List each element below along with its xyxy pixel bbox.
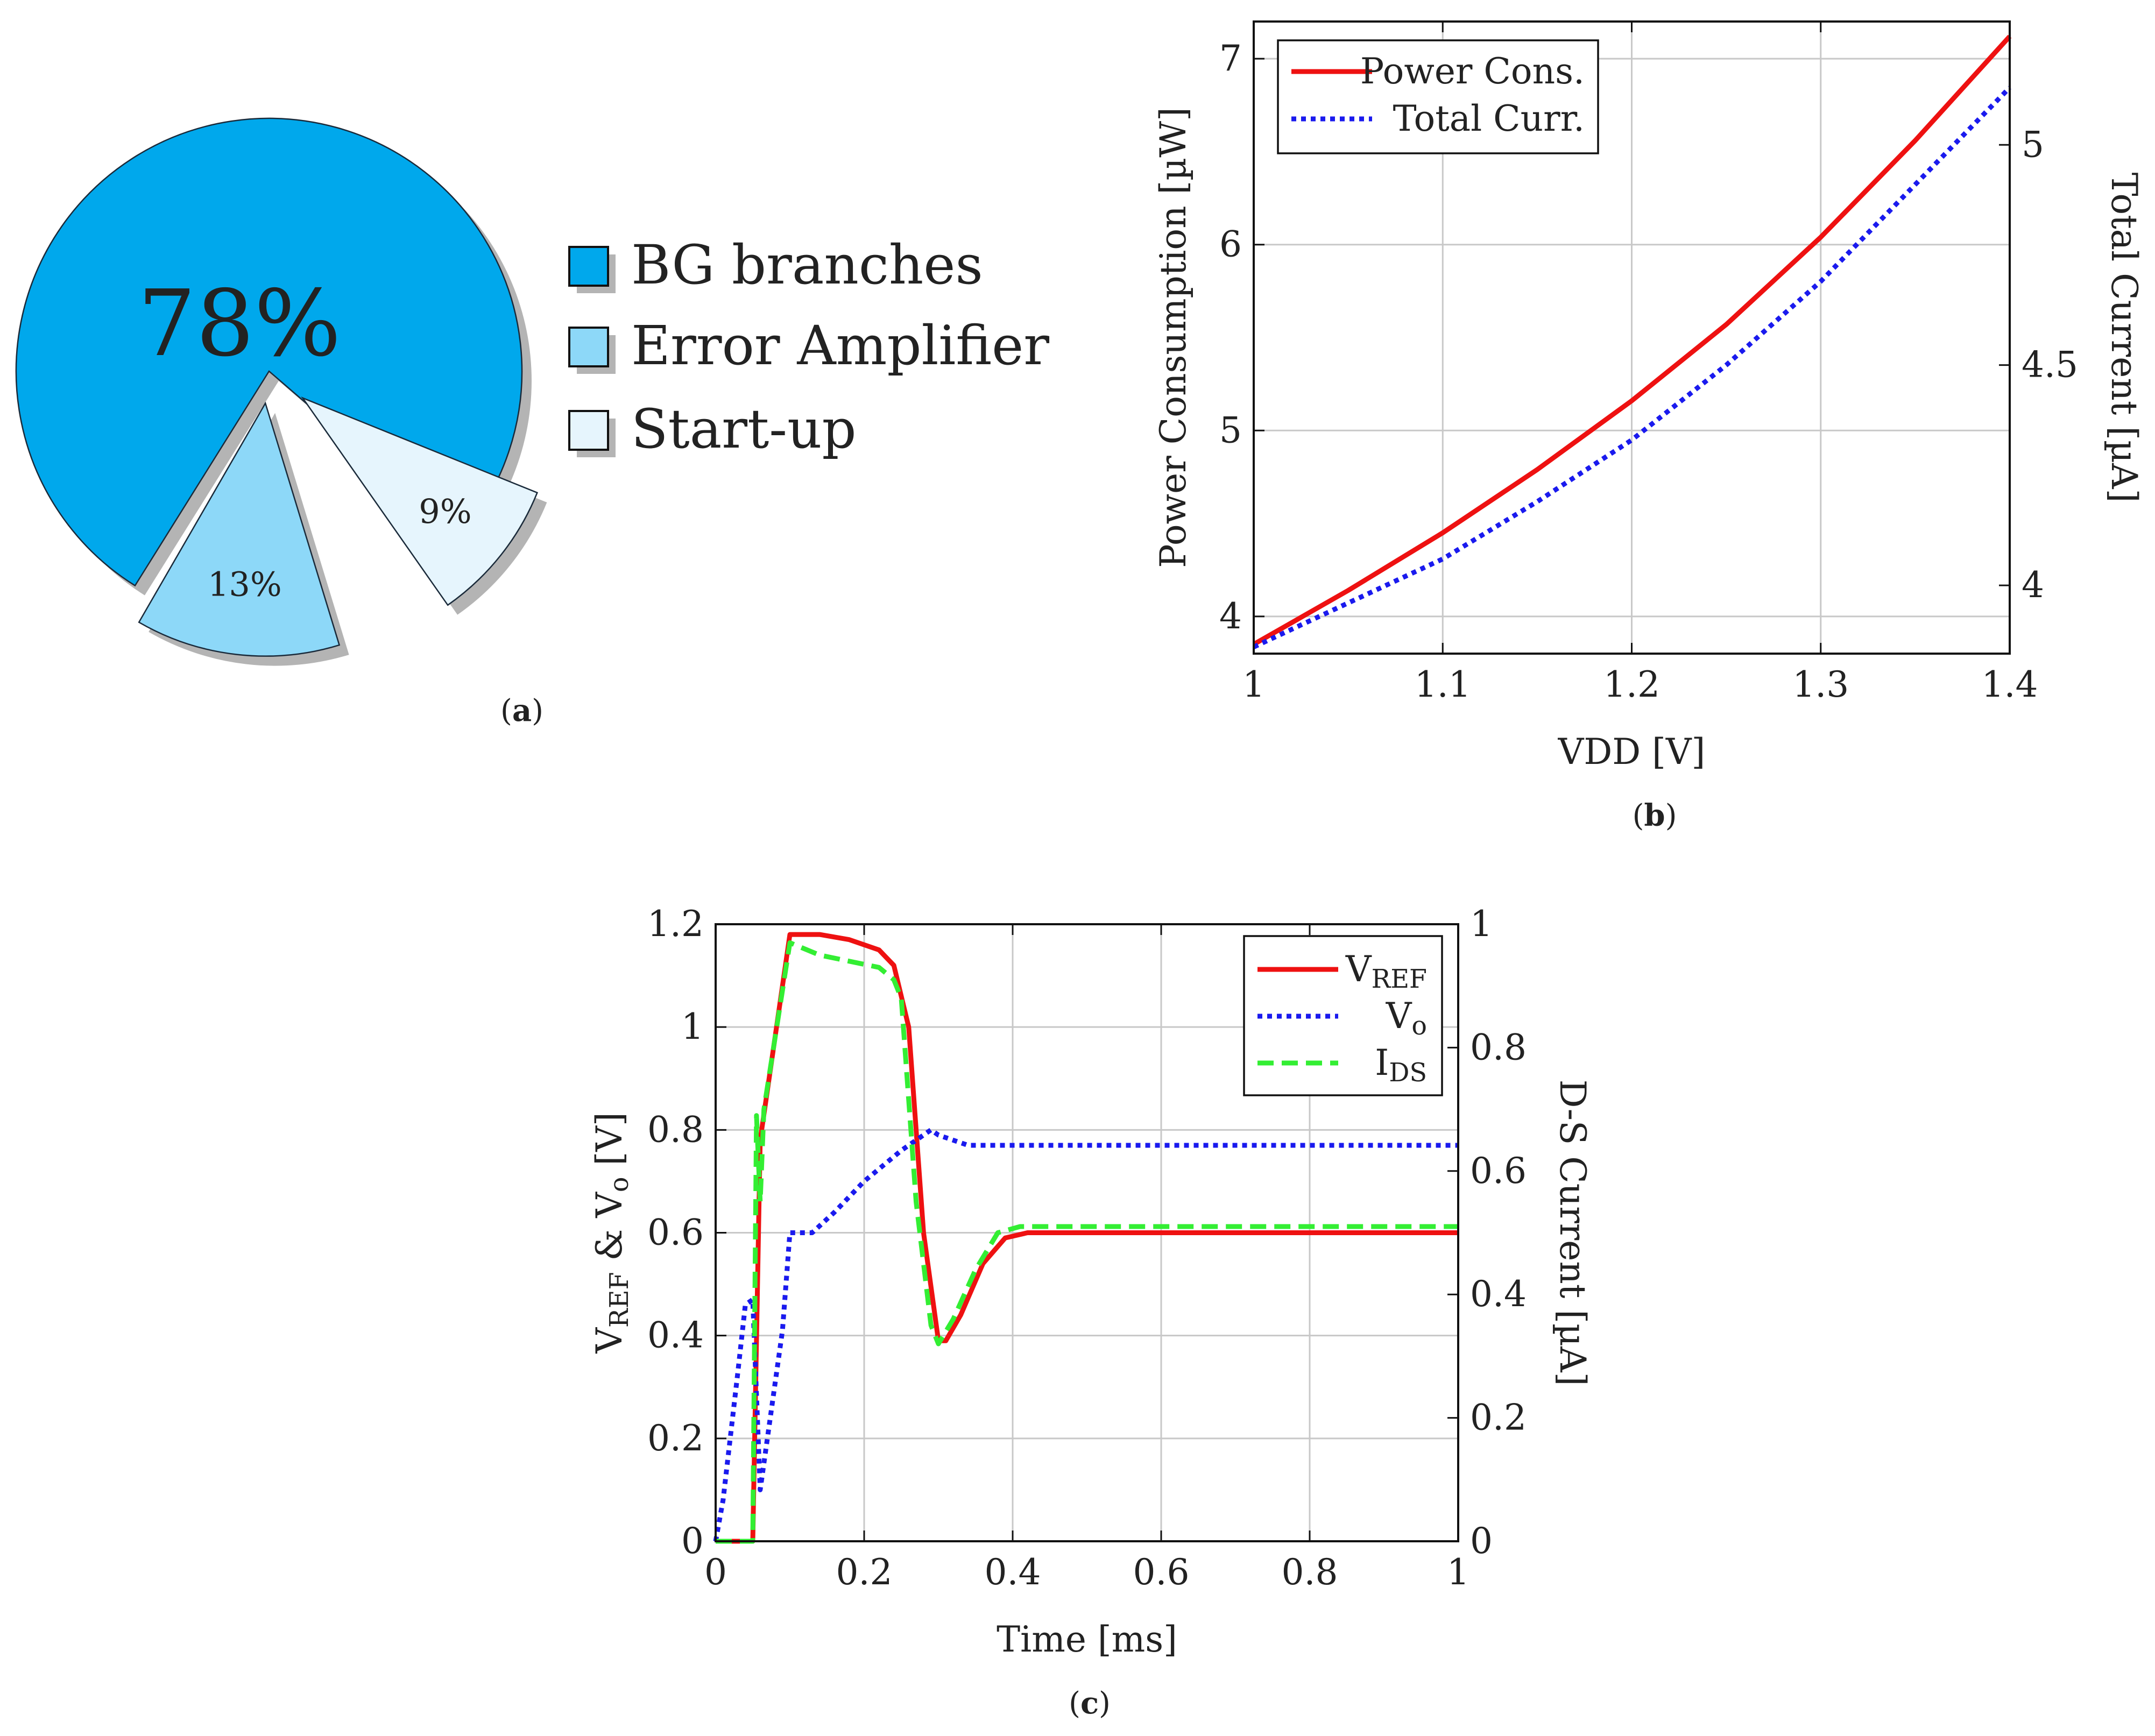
y2-axis-label: Total Current [µA] xyxy=(2103,173,2145,503)
y-tick-label: 0.6 xyxy=(647,1212,704,1253)
pie-slice-start-up xyxy=(301,396,539,606)
y2-tick-label: 0 xyxy=(1470,1520,1493,1562)
x-tick-label: 0 xyxy=(704,1551,727,1593)
legend-entry-label: Start-up xyxy=(631,398,857,460)
caption-a: (a) xyxy=(500,693,543,728)
series-line-v-ref xyxy=(716,932,1458,1544)
pie-slice-value-label: 9% xyxy=(419,492,471,531)
y2-tick-label: 1 xyxy=(1470,903,1493,945)
power-vs-vdd-chart: 1 1.1 1.2 1.3 1.4 4 5 6 7 4 4.5 5 VDD [V] Power Consu… xyxy=(1153,20,2145,773)
caption-c: (c) xyxy=(1069,1685,1111,1721)
y2-tick-label: 0.4 xyxy=(1470,1273,1527,1315)
x-tick-label: 1 xyxy=(1447,1551,1469,1593)
series-line-i-ds xyxy=(716,940,1458,1544)
x-axis-label: VDD [V] xyxy=(1558,731,1706,773)
y-tick-label: 6 xyxy=(1219,224,1242,265)
y2-tick-label: 5 xyxy=(2022,124,2044,165)
y2-tick-label: 0.8 xyxy=(1470,1026,1527,1068)
legend-entry-label: Power Cons. xyxy=(1360,51,1585,92)
caption-b: (b) xyxy=(1633,798,1677,833)
x-tick-label: 0.6 xyxy=(1133,1551,1190,1593)
y2-tick-label: 4.5 xyxy=(2022,344,2078,386)
panel-captions: (a) (b) (c) xyxy=(500,693,1677,1721)
y-tick-label: 5 xyxy=(1219,409,1242,451)
y2-tick-label: 4 xyxy=(2022,564,2044,606)
y-tick-label: 0 xyxy=(681,1520,704,1562)
y-axis-label: VREF & Vo [V] xyxy=(589,1112,634,1354)
pie-chart-panel: 78% 13% 9% BG branches Error Amplifier Start-… xyxy=(15,117,1049,666)
x-tick-label: 0.4 xyxy=(985,1551,1041,1593)
y-tick-label: 0.8 xyxy=(647,1109,704,1150)
legend-box xyxy=(1277,39,1599,154)
x-tick-label: 1.2 xyxy=(1603,664,1660,705)
legend-swatch xyxy=(568,410,609,451)
y-tick-label: 1.2 xyxy=(647,903,704,945)
y2-tick-label: 0.6 xyxy=(1470,1150,1527,1192)
legend-swatch xyxy=(568,327,609,367)
x-tick-label: 1 xyxy=(1242,664,1265,705)
legend-swatch xyxy=(568,246,609,287)
series-line-v-o xyxy=(713,1127,1458,1542)
x-tick-label: 1.1 xyxy=(1415,664,1471,705)
y-tick-label: 1 xyxy=(681,1006,704,1047)
x-tick-label: 0.2 xyxy=(836,1551,893,1593)
y-tick-label: 0.4 xyxy=(647,1315,704,1356)
legend-entry-label: IDS xyxy=(1375,1042,1427,1088)
legend-entry-label: Error Amplifier xyxy=(631,314,1049,377)
x-tick-label: 1.4 xyxy=(1982,664,2038,705)
series-line-total-curr- xyxy=(1253,86,2012,649)
y-tick-label: 4 xyxy=(1219,596,1242,637)
x-tick-label: 0.8 xyxy=(1282,1551,1338,1593)
pie-slice-error-amplifier xyxy=(138,401,341,657)
transient-response-chart: 0 0.2 0.4 0.6 0.8 100.20.40.60.811.200.20.40.… xyxy=(589,903,1593,1660)
legend-entry-label: VREF xyxy=(1345,948,1427,994)
y-tick-label: 7 xyxy=(1219,38,1242,79)
legend-entry-label: Vo xyxy=(1386,995,1427,1041)
legend-entry-label: Total Curr. xyxy=(1393,98,1585,139)
legend-entry-label: BG branches xyxy=(631,233,983,296)
y-tick-label: 0.2 xyxy=(647,1418,704,1459)
x-tick-label: 1.3 xyxy=(1792,664,1849,705)
x-axis-label: Time [ms] xyxy=(997,1619,1177,1660)
y2-tick-label: 0.2 xyxy=(1470,1397,1527,1439)
pie-slice-value-label: 13% xyxy=(208,565,282,604)
series-line-power-cons- xyxy=(1252,34,2012,647)
pie-slice-value-label: 78% xyxy=(138,271,341,377)
y2-axis-label: D-S Current [µA] xyxy=(1552,1080,1593,1386)
y-axis-label: Power Consumption [µW] xyxy=(1153,107,1194,568)
